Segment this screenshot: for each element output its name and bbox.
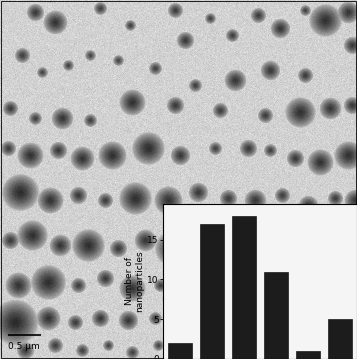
Text: 0.5 μm: 0.5 μm — [8, 342, 40, 351]
Y-axis label: Number of
nanoparticles: Number of nanoparticles — [125, 251, 144, 312]
Bar — [232, 216, 256, 359]
Bar — [200, 224, 224, 359]
Bar — [328, 319, 352, 359]
Bar — [296, 351, 320, 359]
Bar — [168, 343, 192, 359]
Bar — [264, 271, 288, 359]
